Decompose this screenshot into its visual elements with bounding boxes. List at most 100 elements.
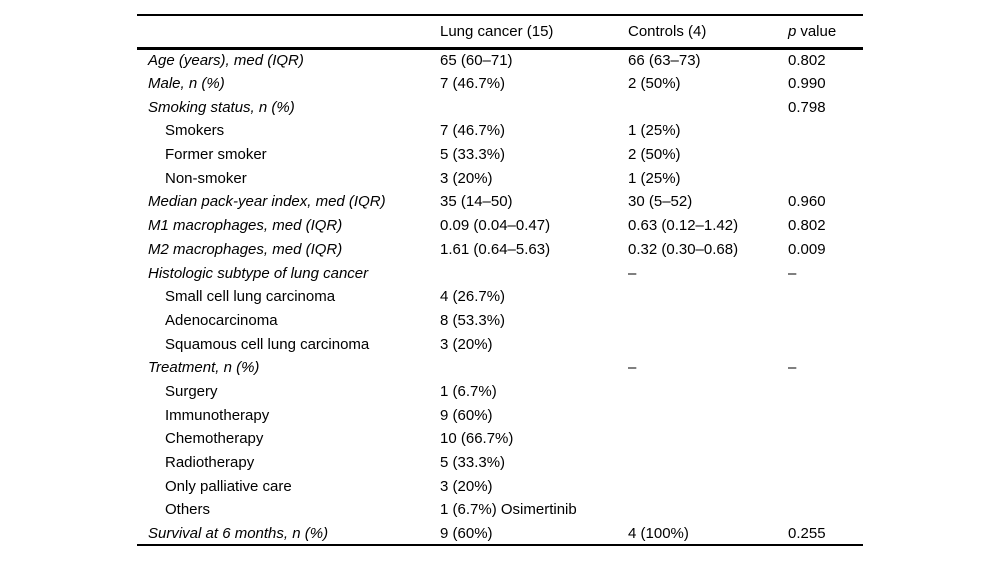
cell-p-value (788, 309, 863, 333)
table-row: Smokers 7 (46.7%) 1 (25%) (137, 119, 863, 143)
table-row: Adenocarcinoma 8 (53.3%) (137, 309, 863, 333)
cell-p-value: 0.960 (788, 193, 826, 211)
table-row: Squamous cell lung carcinoma 3 (20%) (137, 332, 863, 356)
cell-controls (628, 474, 788, 498)
cell-p-value (788, 380, 863, 404)
table-row: Surgery 1 (6.7%) (137, 380, 863, 404)
row-sublabel: Former smoker (165, 146, 267, 164)
header-lung-cancer: Lung cancer (15) (440, 15, 628, 50)
cell-controls: 66 (63–73) (628, 52, 701, 70)
cell-lung-cancer: 1 (6.7%) (440, 382, 497, 400)
cell-lung-cancer: 3 (20%) (440, 169, 493, 187)
row-category-label: Histologic subtype of lung cancer (148, 264, 369, 282)
cell-controls: 0.63 (0.12–1.42) (628, 217, 739, 235)
cell-p-value (788, 451, 863, 475)
cell-lung-cancer: 3 (20%) (440, 477, 493, 495)
cell-lung-cancer: 35 (14–50) (440, 193, 513, 211)
cell-lung-cancer: 1 (6.7%) Osimertinib (440, 501, 577, 519)
table-row: Former smoker 5 (33.3%) 2 (50%) (137, 143, 863, 167)
cell-lung-cancer: 9 (60%) (440, 524, 493, 542)
cell-controls: 1 (25%) (628, 169, 681, 187)
row-sublabel: Smokers (165, 122, 225, 140)
cell-controls (628, 309, 788, 333)
cell-p-value (788, 474, 863, 498)
cell-p-value (788, 427, 863, 451)
cell-lung-cancer: 3 (20%) (440, 335, 493, 353)
table-row: Immunotherapy 9 (60%) (137, 403, 863, 427)
cell-controls (628, 427, 788, 451)
cell-controls (628, 498, 788, 522)
row-sublabel: Non-smoker (165, 169, 247, 187)
cell-lung-cancer: 9 (60%) (440, 406, 493, 424)
cell-p-value: 0.802 (788, 217, 826, 235)
cell-p-value: – (788, 264, 797, 282)
cell-lung-cancer (440, 95, 628, 119)
cell-controls: 4 (100%) (628, 524, 689, 542)
cell-controls (628, 332, 788, 356)
cell-p-value (788, 285, 863, 309)
table-body: Age (years), med (IQR) 65 (60–71) 66 (63–7… (137, 48, 863, 545)
table-row: Small cell lung carcinoma 4 (26.7%) (137, 285, 863, 309)
table-row: Smoking status, n (%) 0.798 (137, 95, 863, 119)
cell-controls: 2 (50%) (628, 75, 681, 93)
row-category-label: M1 macrophages, med (IQR) (148, 217, 343, 235)
table-row: Median pack-year index, med (IQR) 35 (14–… (137, 190, 863, 214)
cell-lung-cancer: 8 (53.3%) (440, 311, 506, 329)
table-row: Histologic subtype of lung cancer – – (137, 261, 863, 285)
cell-p-value: 0.798 (788, 98, 826, 116)
cell-p-value (788, 166, 863, 190)
row-sublabel: Only palliative care (165, 477, 292, 495)
row-sublabel: Immunotherapy (165, 406, 270, 424)
cell-lung-cancer: 4 (26.7%) (440, 288, 506, 306)
row-sublabel: Chemotherapy (165, 430, 264, 448)
header-p-value: p value (788, 15, 863, 50)
cell-lung-cancer: 0.09 (0.04–0.47) (440, 217, 551, 235)
cell-p-value (788, 143, 863, 167)
cell-lung-cancer: 65 (60–71) (440, 52, 513, 70)
cell-lung-cancer: 1.61 (0.64–5.63) (440, 240, 551, 258)
cell-controls: – (628, 359, 637, 377)
header-empty-cell (137, 15, 440, 50)
row-category-label: Treatment, n (%) (148, 359, 260, 377)
cell-controls (628, 285, 788, 309)
table-row: M1 macrophages, med (IQR) 0.09 (0.04–0.47… (137, 214, 863, 238)
cell-controls (628, 403, 788, 427)
cell-lung-cancer: 5 (33.3%) (440, 454, 506, 472)
patient-characteristics-table: Lung cancer (15) Controls (4) p value Age… (137, 14, 863, 547)
row-category-label: Smoking status, n (%) (148, 98, 295, 116)
row-sublabel: Small cell lung carcinoma (165, 288, 336, 306)
cell-controls: 1 (25%) (628, 122, 681, 140)
row-sublabel: Squamous cell lung carcinoma (165, 335, 370, 353)
table-row: Chemotherapy 10 (66.7%) (137, 427, 863, 451)
cell-p-value: 0.009 (788, 240, 826, 258)
row-sublabel: Radiotherapy (165, 454, 255, 472)
row-category-label: Median pack-year index, med (IQR) (148, 193, 386, 211)
table-row: Others 1 (6.7%) Osimertinib (137, 498, 863, 522)
table-row: Radiotherapy 5 (33.3%) (137, 451, 863, 475)
cell-controls: 2 (50%) (628, 146, 681, 164)
cell-p-value (788, 119, 863, 143)
table-row: Only palliative care 3 (20%) (137, 474, 863, 498)
row-category-label: Age (years), med (IQR) (148, 52, 304, 70)
row-sublabel: Surgery (165, 382, 218, 400)
p-value-suffix: value (800, 22, 837, 40)
cell-p-value: – (788, 359, 797, 377)
row-sublabel: Others (165, 501, 211, 519)
table-row: Age (years), med (IQR) 65 (60–71) 66 (63–7… (137, 48, 863, 72)
cell-controls: – (628, 264, 637, 282)
cell-lung-cancer: 7 (46.7%) (440, 122, 506, 140)
cell-p-value (788, 403, 863, 427)
row-category-label: Male, n (%) (148, 75, 225, 93)
cell-controls (628, 95, 788, 119)
cell-p-value: 0.802 (788, 52, 826, 70)
row-category-label: M2 macrophages, med (IQR) (148, 240, 343, 258)
cell-lung-cancer (440, 261, 628, 285)
cell-lung-cancer: 5 (33.3%) (440, 146, 506, 164)
cell-p-value: 0.255 (788, 524, 826, 542)
cell-lung-cancer (440, 356, 628, 380)
header-controls: Controls (4) (628, 15, 788, 50)
cell-p-value: 0.990 (788, 75, 826, 93)
table-row: Non-smoker 3 (20%) 1 (25%) (137, 166, 863, 190)
table-row: M2 macrophages, med (IQR) 1.61 (0.64–5.63… (137, 238, 863, 262)
table-row: Survival at 6 months, n (%) 9 (60%) 4 (100… (137, 522, 863, 546)
